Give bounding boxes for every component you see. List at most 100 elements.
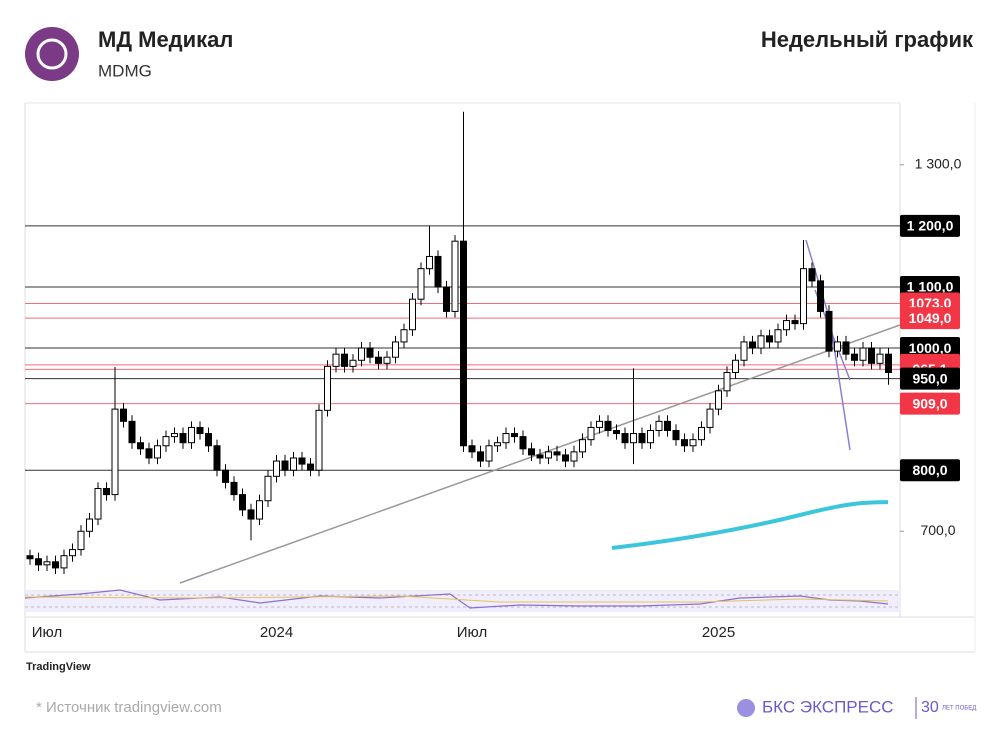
candle-body: [757, 335, 765, 349]
candle-body: [783, 320, 790, 331]
candle-body: [545, 451, 552, 459]
level-label: 909,0: [912, 395, 947, 411]
candle-body: [647, 429, 654, 444]
x-tick-label: 2024: [260, 624, 293, 641]
candle-body: [715, 390, 722, 410]
candle-body: [885, 353, 892, 373]
candle-body: [86, 518, 93, 532]
candle-body: [477, 451, 484, 462]
candle-body: [230, 481, 238, 496]
candle-body: [239, 494, 246, 511]
level-badge: [900, 392, 960, 415]
candle-body: [672, 429, 680, 441]
candle-body: [60, 555, 68, 569]
candle-body: [613, 429, 620, 435]
candle-body: [740, 341, 748, 361]
rsi-line: [24, 589, 889, 609]
candle-body: [732, 359, 739, 373]
company-name: МД Медикал: [98, 27, 233, 52]
candle-body: [434, 255, 442, 288]
candle-body: [876, 353, 884, 364]
candle-body: [52, 561, 59, 569]
candle-body: [451, 240, 459, 312]
candle-body: [35, 558, 42, 566]
candle-body: [94, 488, 102, 520]
candle-body: [834, 341, 841, 352]
candle-body: [222, 469, 229, 483]
candle-body: [579, 439, 586, 453]
candle-body: [409, 298, 416, 331]
candle-body: [638, 433, 646, 444]
level-badge: [900, 367, 960, 390]
candle-body: [120, 408, 127, 422]
candle-body: [587, 426, 595, 441]
candle-body: [621, 433, 629, 444]
candle-body: [800, 268, 807, 325]
candle-body: [128, 420, 136, 444]
candle-body: [137, 442, 144, 450]
candle-body: [766, 335, 773, 343]
candle-body: [77, 530, 85, 551]
candle-body: [213, 445, 221, 471]
candle-body: [366, 347, 374, 358]
candle-body: [808, 268, 816, 282]
candle-body: [69, 549, 76, 557]
level-badge: [900, 214, 960, 237]
y-tick-label: 1 300,0: [915, 156, 962, 172]
rsi-ma: [24, 595, 889, 603]
candle-body: [655, 420, 663, 431]
years-note: ЛЕТ ПОБЕД: [942, 706, 976, 712]
level-badge: [900, 337, 960, 360]
candle-body: [630, 433, 637, 444]
candle-body: [247, 509, 255, 520]
candle-body: [358, 347, 365, 361]
candle-body: [511, 433, 518, 438]
brand-logo: [737, 699, 755, 717]
candle-body: [162, 436, 170, 447]
level-label: 1000,0: [909, 340, 952, 356]
candle-body: [681, 439, 688, 447]
logo-mark: [36, 38, 68, 70]
candle-body: [281, 460, 289, 471]
candle-body: [562, 454, 569, 462]
candle-body: [290, 457, 297, 471]
level-label: 800,0: [912, 462, 947, 478]
y-tick-label: 700,0: [920, 522, 955, 538]
candle-body: [205, 433, 212, 447]
candle-body: [383, 356, 391, 364]
candle-body: [264, 475, 272, 502]
candle-body: [774, 329, 782, 343]
candle-body: [494, 442, 501, 447]
candle-body: [111, 408, 119, 496]
candle-body: [706, 408, 714, 428]
candle-body: [145, 448, 153, 459]
candle-body: [154, 445, 161, 459]
candle-body: [179, 433, 187, 444]
candle-body: [596, 420, 603, 428]
candle-body: [468, 445, 476, 453]
logo: [25, 27, 79, 81]
candle-body: [502, 433, 510, 444]
candle-body: [426, 255, 433, 270]
candle-body: [43, 561, 51, 566]
candle-body: [273, 460, 280, 477]
candle-body: [460, 240, 467, 447]
candle-body: [859, 347, 867, 361]
candle-body: [324, 365, 331, 411]
years: 30: [921, 699, 939, 716]
candle-body: [553, 451, 561, 456]
candle-body: [400, 329, 408, 343]
candle-body: [103, 488, 110, 496]
candle-body: [307, 463, 314, 471]
candle-body: [689, 439, 697, 447]
candle-body: [536, 454, 544, 459]
x-tick-label: 2025: [702, 624, 735, 641]
ticker: MDMG: [98, 61, 152, 80]
brand: БКС ЭКСПРЕСС: [762, 697, 894, 716]
level-label: 1 100,0: [907, 279, 954, 295]
tv-logo: TradingView: [26, 661, 91, 673]
x-tick-label: Июл: [32, 624, 62, 641]
candle-body: [791, 320, 799, 325]
candle-body: [349, 359, 357, 367]
